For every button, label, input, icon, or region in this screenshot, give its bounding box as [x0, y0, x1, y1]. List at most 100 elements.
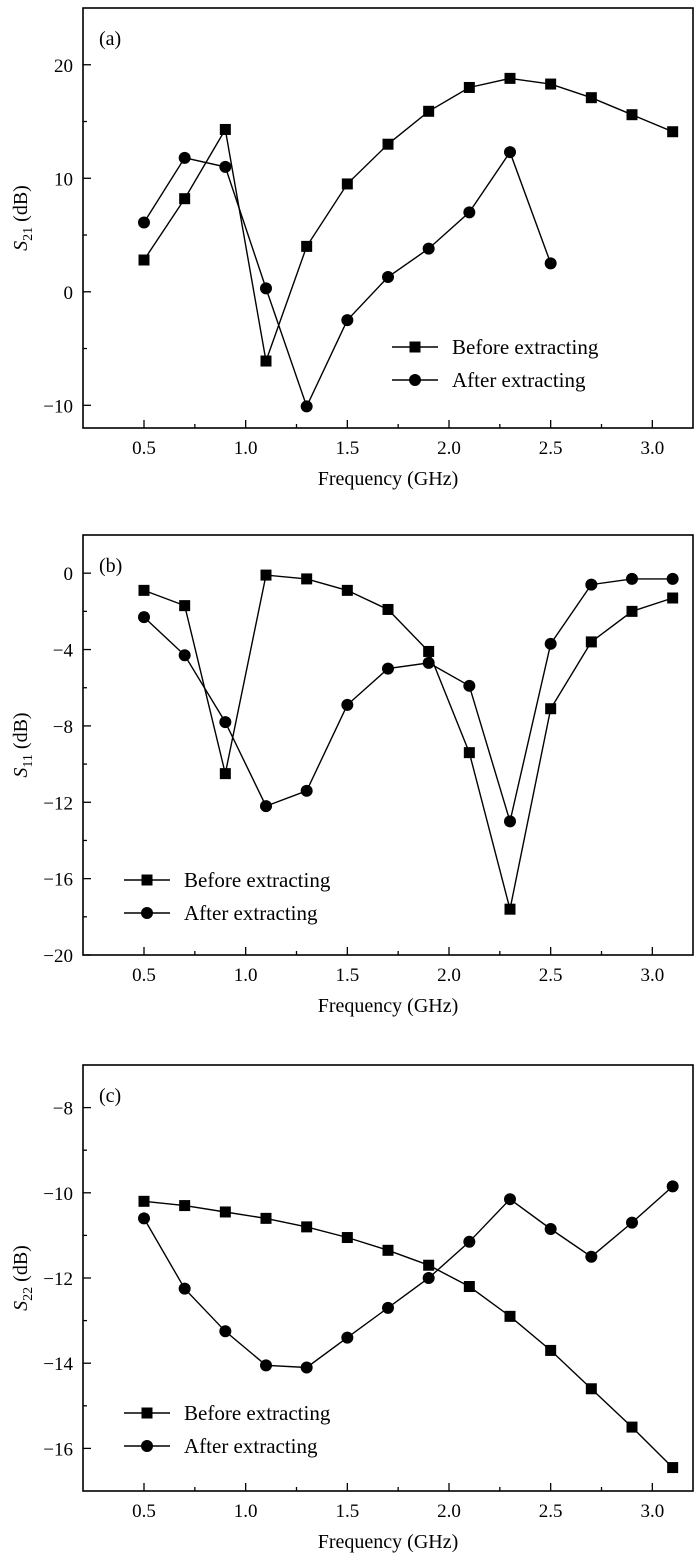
x-tick-label: 1.5	[335, 438, 359, 459]
data-point	[219, 160, 232, 173]
data-point	[423, 105, 435, 117]
data-point	[545, 78, 557, 90]
legend-label: Before extracting	[452, 335, 599, 359]
data-point	[545, 703, 557, 715]
data-point	[382, 271, 394, 284]
chart-panel-2: 0.5 1.0 1.5 2.0 2.5 3.0 −20 −16 −12 −8 −4 0 (b) Frequ…	[10, 534, 694, 1017]
legend-marker	[141, 874, 153, 886]
legend-label: After extracting	[184, 901, 318, 925]
data-point	[341, 178, 353, 190]
data-point	[504, 903, 516, 915]
y-axis-label: S22 (dB)	[10, 1245, 36, 1311]
legend-label: Before extracting	[184, 868, 331, 892]
chart-panel-3: 0.5 1.0 1.5 2.0 2.5 3.0 −16 −14 −12 −10 −8 (c) Frequ…	[10, 1064, 694, 1553]
x-tick-label: 2.5	[539, 965, 563, 986]
data-point	[585, 92, 597, 104]
x-tick-label: 3.0	[640, 1501, 664, 1522]
y-axis-label: S21 (dB)	[10, 185, 36, 251]
plot-frame	[82, 534, 694, 956]
legend-entry: After extracting	[124, 1434, 318, 1458]
series-before-extracting	[138, 72, 679, 367]
data-point	[179, 600, 191, 612]
data-point	[219, 1325, 232, 1338]
y-tick-label: −14	[43, 1354, 73, 1375]
y-tick-label: −4	[53, 641, 74, 662]
data-point	[138, 584, 150, 596]
data-point	[545, 1344, 557, 1356]
legend-entry: Before extracting	[124, 868, 331, 892]
y-axis-label-subscript: 22	[21, 1287, 36, 1301]
data-point	[585, 1250, 598, 1263]
legend-marker	[409, 341, 421, 353]
legend-label: After extracting	[184, 1434, 318, 1458]
data-point	[382, 662, 394, 675]
y-axis-label-symbol: S	[10, 241, 32, 251]
data-point	[463, 747, 475, 759]
plot-frame	[82, 1064, 694, 1492]
x-tick-label: 0.5	[132, 965, 156, 986]
legend-label: After extracting	[452, 368, 586, 392]
x-tick-label: 1.5	[335, 1501, 359, 1522]
data-point	[544, 257, 557, 270]
data-point	[463, 206, 476, 219]
data-point	[178, 649, 191, 662]
series-before-extracting	[138, 1195, 679, 1474]
data-point	[626, 109, 638, 121]
y-tick-label: 0	[64, 564, 74, 585]
data-point	[178, 1282, 191, 1295]
data-point	[666, 1180, 679, 1193]
data-point	[667, 126, 679, 138]
data-point	[626, 572, 638, 585]
data-point	[626, 605, 638, 617]
x-tick-label: 2.0	[437, 965, 461, 986]
y-tick-label: 0	[64, 283, 74, 304]
data-point	[626, 1421, 638, 1433]
data-point	[260, 1359, 272, 1372]
data-point	[504, 1310, 516, 1322]
data-point	[138, 1212, 150, 1225]
legend-marker	[409, 374, 421, 386]
data-point	[219, 768, 231, 780]
data-point	[463, 1235, 476, 1248]
series-after-extracting	[138, 1180, 679, 1374]
data-point	[463, 679, 476, 692]
panel-label: (b)	[99, 555, 122, 577]
data-point	[382, 138, 394, 150]
x-tick-label: 1.0	[234, 965, 258, 986]
data-point	[138, 1195, 150, 1207]
data-point	[341, 1232, 353, 1244]
data-point	[463, 81, 475, 93]
x-tick-label: 3.0	[640, 965, 664, 986]
panel-label: (c)	[99, 1085, 121, 1107]
series-before-extracting	[138, 569, 679, 915]
chart-panel-1: 0.5 1.0 1.5 2.0 2.5 3.0 −10 0 10 20 (a) Frequency (…	[10, 7, 694, 490]
x-axis-label: Frequency (GHz)	[318, 995, 459, 1017]
legend-marker	[141, 1407, 153, 1419]
series-after-extracting	[138, 146, 557, 413]
data-point	[504, 1193, 516, 1206]
legend-marker	[141, 1440, 153, 1452]
data-point	[626, 1216, 638, 1229]
data-point	[463, 1281, 475, 1293]
x-tick-label: 2.0	[437, 438, 461, 459]
x-tick-label: 2.5	[539, 438, 563, 459]
y-tick-label: −10	[43, 396, 73, 417]
data-point	[300, 784, 313, 797]
legend-marker	[141, 907, 153, 919]
y-tick-label: −16	[43, 870, 73, 891]
x-tick-label: 2.0	[437, 1501, 461, 1522]
data-point	[504, 815, 516, 828]
x-tick-label: 0.5	[132, 1501, 156, 1522]
data-point	[504, 72, 516, 84]
data-point	[219, 123, 231, 135]
data-point	[544, 1223, 557, 1236]
legend-entry: After extracting	[392, 368, 586, 392]
data-point	[178, 151, 191, 164]
data-point	[341, 698, 354, 711]
y-tick-label: −10	[43, 1184, 73, 1205]
data-point	[382, 603, 394, 615]
y-axis-label: S11 (dB)	[10, 712, 36, 777]
legend-entry: Before extracting	[124, 1401, 331, 1425]
